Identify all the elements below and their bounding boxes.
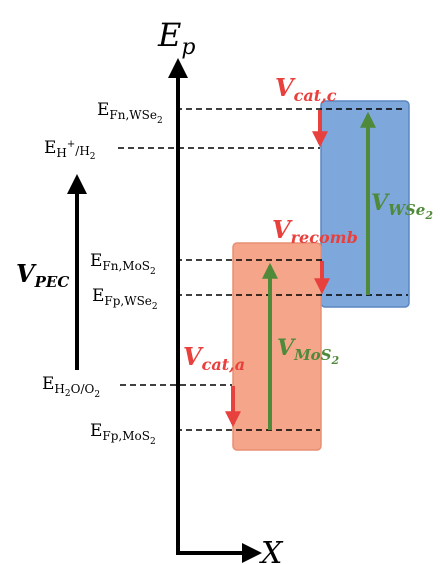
wse2-band-box	[320, 100, 410, 308]
label-efn-mos2: EFn,MoS2	[90, 251, 156, 277]
label-v-cat-c: Vcat,c	[275, 73, 337, 105]
label-v-cat-a: Vcat,a	[183, 342, 245, 374]
y-axis-label: Ep	[157, 16, 195, 60]
label-efn-wse2: EFn,WSe2	[97, 100, 163, 126]
label-efp-wse2: EFp,WSe2	[92, 286, 158, 312]
label-v-recomb: Vrecomb	[272, 215, 358, 247]
x-axis-label: X	[259, 536, 284, 564]
label-v-pec: VPEC	[16, 259, 69, 291]
label-eh: EH+/H2	[44, 138, 96, 162]
label-v-wse2: VWSe2	[371, 190, 433, 222]
label-efp-mos2: EFp,MoS2	[90, 421, 156, 447]
label-v-mos2: VMoS2	[277, 335, 340, 367]
label-eh2o: EH2O/O2	[42, 374, 100, 400]
